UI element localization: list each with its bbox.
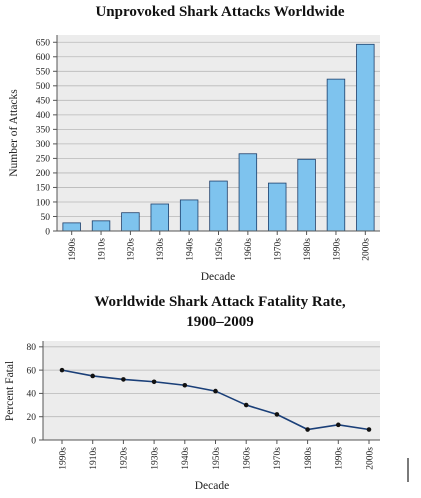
bar-3: [150, 203, 169, 232]
line-chart-x-tick-label: 1990s: [58, 447, 68, 470]
bar-chart-y-tick-label: 300: [36, 140, 51, 150]
bar-0: [62, 222, 81, 232]
bar-10: [356, 43, 375, 232]
line-chart-ylabel: Percent Fatal: [4, 361, 16, 421]
line-chart-series: [59, 367, 372, 432]
bar-chart-x-tick-label: 1930s: [156, 238, 166, 261]
bar-chart-y-tick-label: 200: [36, 169, 51, 179]
bar-chart-y-tick-label: 350: [36, 126, 51, 136]
line-point-5: [213, 388, 218, 394]
line-point-8: [305, 427, 310, 432]
bar-1: [91, 220, 111, 232]
line-point-4: [182, 382, 188, 388]
bar-chart-x-tick-label: 1920s: [127, 238, 137, 261]
bar-6: [238, 153, 258, 232]
line-point-2: [121, 377, 126, 382]
bar-chart-x-tick-label: 1910s: [97, 238, 107, 261]
line-chart-title-line-2: 1900–2009: [186, 314, 254, 330]
bar-chart-y-tick-label: 600: [36, 53, 51, 63]
bar-4: [179, 199, 199, 232]
bar-chart-y-tick-label: 400: [36, 111, 51, 121]
line-chart-y-tick-label: 80: [27, 343, 37, 353]
bar-chart-xlabel: Decade: [201, 271, 235, 283]
bar-chart-title: Unprovoked Shark Attacks Worldwide: [95, 4, 344, 20]
line-point-6: [243, 402, 249, 408]
bar-chart-x-tick-label: 2000s: [362, 238, 372, 261]
bar-chart-x-tick-label: 1990s: [68, 238, 78, 261]
bar-5: [209, 180, 228, 232]
line-chart-x-ticks: 1990s 1910s 1920s 1930s 1940s 1950s 1960s 1970s…: [58, 440, 375, 470]
bar-chart-x-tick-label: 1950s: [215, 238, 225, 261]
bar-chart-y-tick-label: 0: [45, 227, 50, 237]
bar-chart-y-tick-label: 250: [36, 155, 51, 165]
line-point-0: [59, 367, 65, 373]
line-point-7: [274, 412, 280, 417]
line-chart-y-tick-label: 40: [27, 390, 37, 400]
bar-7: [268, 182, 287, 232]
bar-chart-x-tick-label: 1970s: [274, 238, 284, 261]
bar-2: [121, 212, 140, 232]
line-chart-x-tick-label: 2000s: [365, 447, 375, 470]
bar-chart-y-ticks: 0 50 100 150 200 250 300 350 400 450 500 550 600 650: [36, 39, 57, 237]
line-chart-x-tick-label: 1910s: [89, 447, 99, 470]
bar-chart-x-ticks: 1990s 1910s 1920s 1930s 1940s 1950s 1960s 1970s…: [68, 231, 372, 261]
bar-chart-x-tick-label: 1960s: [244, 238, 254, 261]
line-chart-xlabel: Decade: [195, 480, 229, 492]
line-chart: Worldwide Shark Attack Fatality Rate, 19…: [4, 294, 380, 492]
bar-chart-y-tick-label: 450: [36, 97, 51, 107]
bar-chart-y-tick-label: 550: [36, 68, 51, 78]
bar-chart-y-tick-label: 150: [36, 184, 51, 194]
bar-9: [326, 78, 346, 232]
line-chart-gridlines: [43, 346, 380, 418]
bar-chart-x-tick-label: 1980s: [303, 238, 313, 261]
line-chart-y-ticks: 0 20 40 60 80: [27, 343, 43, 446]
bar-chart-y-tick-label: 500: [36, 82, 51, 92]
bar-chart-x-tick-label: 1940s: [185, 238, 195, 261]
line-chart-y-tick-label: 0: [31, 436, 36, 446]
line-point-10: [366, 427, 372, 432]
line-chart-x-tick-label: 1930s: [150, 447, 160, 470]
bar-chart-y-tick-label: 50: [41, 213, 51, 223]
line-point-1: [90, 373, 95, 379]
line-chart-x-tick-label: 1950s: [212, 447, 222, 470]
line-chart-x-tick-label: 1990s: [335, 447, 345, 470]
line-chart-y-tick-label: 20: [27, 413, 37, 423]
bar-chart-y-tick-label: 100: [36, 198, 51, 208]
line-point-3: [151, 379, 157, 385]
line-chart-x-tick-label: 1970s: [273, 447, 283, 470]
bar-chart-ylabel: Number of Attacks: [8, 89, 20, 177]
bar-chart-y-tick-label: 650: [36, 39, 51, 49]
line-chart-x-tick-label: 1960s: [243, 447, 253, 470]
line-chart-title-line-1: Worldwide Shark Attack Fatality Rate,: [94, 294, 345, 310]
line-chart-y-tick-label: 60: [27, 366, 37, 376]
line-chart-x-tick-label: 1980s: [304, 447, 314, 470]
bar-chart-x-tick-label: 1990s: [332, 238, 342, 261]
line-chart-x-tick-label: 1940s: [181, 447, 191, 470]
bar-8: [297, 158, 316, 232]
line-chart-x-tick-label: 1920s: [120, 447, 130, 470]
line-point-9: [336, 422, 341, 428]
bar-chart: Unprovoked Shark Attacks Worldwide 0 50 10…: [8, 4, 380, 283]
